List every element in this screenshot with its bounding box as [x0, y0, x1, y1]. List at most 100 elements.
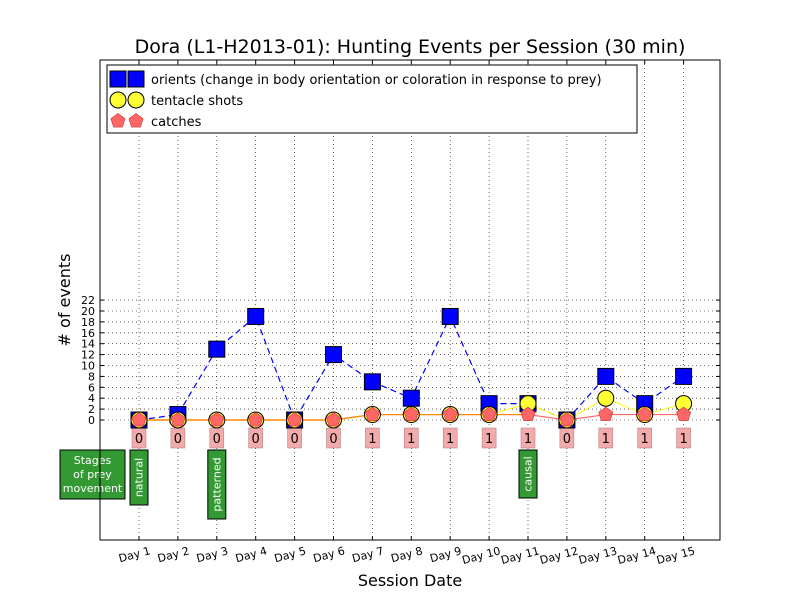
catch-count-label: 0 [563, 432, 571, 447]
catches-marker [326, 412, 341, 427]
y-tick-label: 10 [81, 360, 95, 373]
catch-count-label: 1 [524, 432, 532, 447]
catch-count-box [637, 427, 652, 449]
x-tick-label: Day 1 [117, 544, 151, 565]
stage-label: causal [522, 456, 535, 491]
legend-catches-icon [110, 113, 126, 128]
x-tick-label: Day 8 [390, 544, 424, 565]
legend-orients-icon [109, 70, 127, 88]
legend-catches-icon [128, 113, 144, 128]
catch-count-box [520, 427, 536, 449]
tentacle-shots-marker [597, 389, 615, 407]
catch-count-label: 1 [641, 432, 649, 447]
stages-legend-label: Stages [74, 454, 112, 467]
orients-marker [441, 307, 459, 325]
catch-count-label: 0 [174, 432, 182, 447]
x-tick-label: Day 10 [461, 544, 502, 567]
catch-count-label: 0 [329, 432, 337, 447]
catch-count-label: 1 [446, 432, 454, 447]
catch-count-box [365, 427, 380, 449]
x-tick-label: Day 15 [655, 544, 696, 567]
catch-count-box [442, 427, 458, 449]
stages-legend-box [59, 449, 126, 500]
stage-label: patterned [210, 457, 223, 511]
catch-count-labels: 0 0 0 0 0 0 1 1 1 1 1 0 1 1 1 [131, 427, 691, 449]
catch-count-box [481, 427, 497, 449]
catches-marker [287, 412, 303, 427]
stage-box [129, 449, 149, 506]
legend: orients (change in body orientation or c… [106, 64, 638, 134]
catches-marker [209, 412, 225, 427]
orients-marker [597, 367, 615, 385]
catches-marker [481, 406, 497, 421]
catches-marker [131, 412, 147, 427]
orients-marker [325, 346, 342, 364]
legend-orients-icon [127, 70, 145, 88]
stages-legend-label: movement [63, 482, 123, 495]
y-tick-label: 14 [81, 338, 95, 351]
catches-marker [520, 406, 536, 421]
y-tick-label: 22 [81, 294, 95, 307]
legend-entry-label: tentacle shots [151, 94, 243, 109]
orients-marker [363, 373, 381, 391]
series-markers [130, 307, 693, 429]
y-tick-label: 12 [81, 349, 95, 362]
catch-count-label: 1 [679, 432, 687, 447]
legend-entry-label: catches [151, 115, 202, 130]
chart-title: Dora (L1-H2013-01): Hunting Events per S… [135, 36, 686, 58]
y-tick-label: 0 [88, 414, 95, 427]
legend-entry-label: orients (change in body orientation or c… [151, 73, 602, 88]
catch-count-label: 0 [213, 432, 221, 447]
x-axis-label: Session Date [358, 571, 462, 590]
orients-marker [402, 389, 420, 407]
stage-box [518, 449, 538, 499]
y-axis-label: # of events [55, 254, 74, 347]
y-tick-label: 18 [81, 316, 95, 329]
grid-lines [100, 60, 720, 540]
x-tick-label: Day 14 [616, 544, 657, 567]
catch-count-label: 1 [602, 432, 610, 447]
catches-marker [442, 406, 458, 421]
catch-count-label: 1 [485, 432, 493, 447]
x-tick-label: Day 5 [273, 544, 307, 565]
orients-marker [208, 340, 226, 358]
x-tick-label: Day 13 [577, 544, 618, 567]
legend-tentacle-shots-icon [127, 91, 145, 109]
legend-box [106, 64, 638, 134]
orients-marker [675, 367, 693, 385]
x-tick-label: Day 2 [156, 544, 190, 565]
y-tick-label: 4 [88, 392, 95, 405]
catches-marker [170, 412, 186, 427]
catch-count-box [598, 427, 614, 449]
stages-legend-label: of prey [73, 468, 112, 481]
catch-count-box [404, 427, 419, 449]
catches-marker [598, 406, 614, 421]
x-tick-label: Day 3 [195, 544, 229, 565]
y-tick-label: 8 [88, 370, 95, 383]
y-tick-label: 16 [81, 327, 95, 340]
catch-count-label: 0 [135, 432, 143, 447]
catch-count-box [676, 427, 691, 449]
x-tick-label: Day 4 [234, 544, 268, 565]
catch-count-label: 0 [290, 432, 298, 447]
catches-marker [403, 406, 419, 421]
catches-marker [248, 412, 264, 427]
x-tick-label: Day 7 [351, 544, 385, 565]
catches-marker [559, 412, 575, 427]
catch-count-label: 1 [407, 432, 415, 447]
x-tick-label: Day 11 [500, 544, 541, 567]
stage-label: natural [133, 458, 146, 497]
catches-marker [637, 406, 653, 421]
catches-marker [364, 406, 380, 421]
legend-tentacle-shots-icon [109, 91, 127, 109]
y-tick-label: 2 [88, 403, 95, 416]
stage-box [207, 449, 227, 520]
x-tick-label: Day 9 [428, 544, 462, 565]
x-tick-label: Day 6 [312, 544, 346, 565]
catches-marker [676, 406, 692, 421]
y-tick-label: 6 [88, 381, 95, 394]
x-tick-label: Day 12 [538, 544, 579, 567]
